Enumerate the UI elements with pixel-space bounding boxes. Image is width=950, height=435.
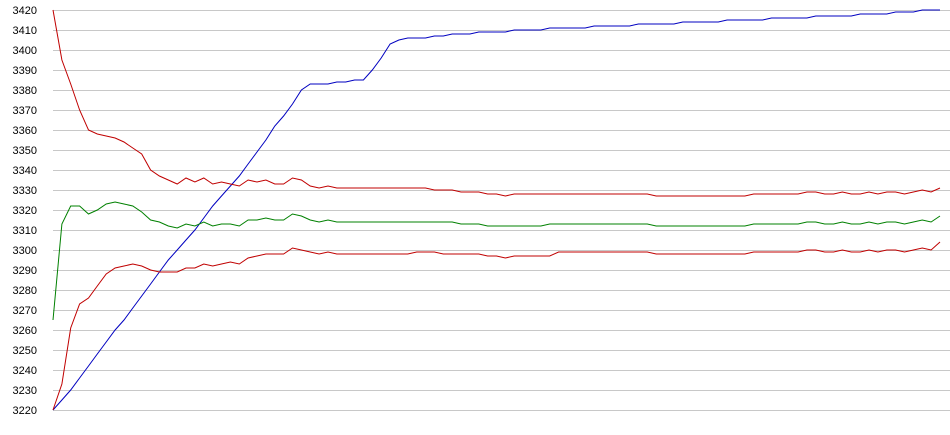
y-tick-label: 3390 — [13, 65, 37, 77]
series-line-3 — [52, 201, 941, 321]
y-tick-label: 3280 — [13, 285, 37, 297]
y-tick-label: 3400 — [13, 45, 37, 57]
y-tick-label: 3250 — [13, 345, 37, 357]
y-tick-label: 3330 — [13, 185, 37, 197]
y-tick-label: 3410 — [13, 25, 37, 37]
series-line-4 — [52, 241, 941, 411]
y-tick-label: 3290 — [13, 265, 37, 277]
y-tick-label: 3380 — [13, 85, 37, 97]
y-tick-label: 3270 — [13, 305, 37, 317]
y-axis-tick-labels: 3220 3230 3240 3250 3260 3270 3280 3290 3300 3310… — [13, 5, 37, 417]
y-tick-label: 3240 — [13, 365, 37, 377]
gridlines — [53, 10, 950, 411]
y-tick-label: 3340 — [13, 165, 37, 177]
y-tick-label: 3260 — [13, 325, 37, 337]
series-line-1 — [52, 9, 940, 411]
y-tick-label: 3310 — [13, 225, 37, 237]
series-lines — [52, 9, 941, 411]
y-tick-label: 3320 — [13, 205, 37, 217]
y-tick-label: 3220 — [13, 405, 37, 417]
y-tick-label: 3420 — [13, 5, 37, 17]
y-tick-label: 3230 — [13, 385, 37, 397]
y-tick-label: 3300 — [13, 245, 37, 257]
y-tick-label: 3370 — [13, 105, 37, 117]
series-line-2 — [52, 9, 941, 197]
y-tick-label: 3350 — [13, 145, 37, 157]
y-tick-label: 3360 — [13, 125, 37, 137]
